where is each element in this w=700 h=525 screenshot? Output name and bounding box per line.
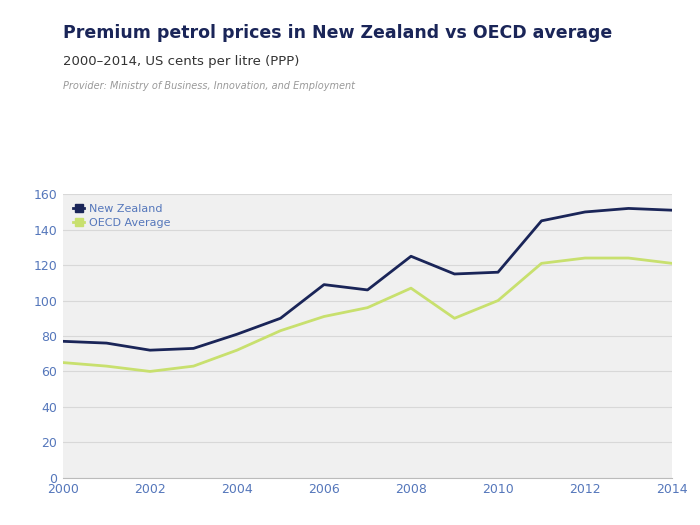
Text: Premium petrol prices in New Zealand vs OECD average: Premium petrol prices in New Zealand vs … (63, 24, 612, 41)
Legend: New Zealand, OECD Average: New Zealand, OECD Average (69, 200, 174, 232)
Text: 2000–2014, US cents per litre (PPP): 2000–2014, US cents per litre (PPP) (63, 55, 300, 68)
Text: figure.nz: figure.nz (581, 23, 665, 40)
Text: Provider: Ministry of Business, Innovation, and Employment: Provider: Ministry of Business, Innovati… (63, 81, 355, 91)
